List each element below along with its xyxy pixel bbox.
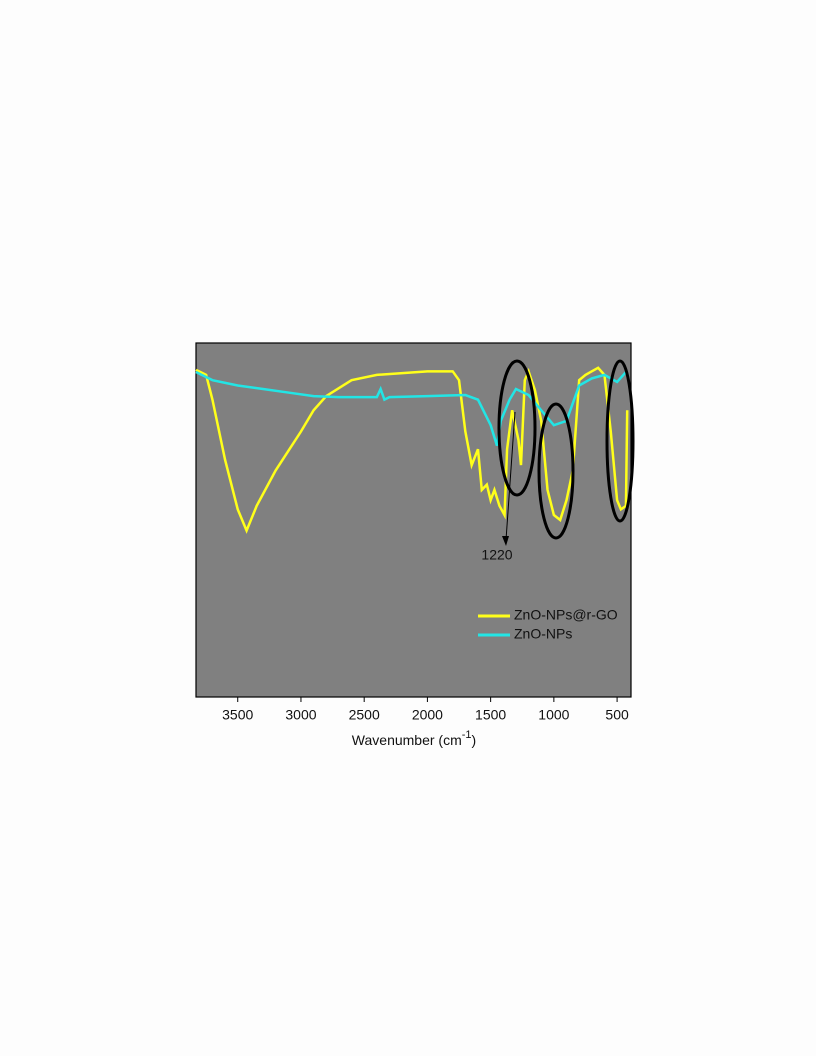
series-line <box>195 366 629 534</box>
x-axis-label-tail: ) <box>472 732 477 748</box>
highlight-ellipse <box>537 402 575 540</box>
x-axis-label-main: Wavenumber (cm <box>352 732 462 748</box>
x-tick-label: 3500 <box>222 707 253 723</box>
highlight-ellipses <box>497 359 635 540</box>
annotation-arrow <box>505 411 516 541</box>
highlight-ellipse <box>605 359 635 523</box>
highlight-ellipse <box>497 359 537 497</box>
x-tick-label: 3000 <box>285 707 316 723</box>
arrow-head <box>502 536 509 546</box>
x-tick-label: 1500 <box>475 707 506 723</box>
x-axis-label-sup: -1 <box>462 729 472 741</box>
legend-label: ZnO-NPs@r-GO <box>514 607 618 623</box>
legend-label: ZnO-NPs <box>514 626 572 642</box>
x-tick-label: 500 <box>605 707 629 723</box>
x-tick-label: 1000 <box>538 707 569 723</box>
x-tick-label: 2500 <box>349 707 380 723</box>
annotation: 1220 <box>481 547 512 563</box>
marks <box>195 366 629 534</box>
series-line <box>195 370 627 447</box>
x-tick-label: 2000 <box>412 707 443 723</box>
x-axis-label: Wavenumber (cm-1) <box>352 729 476 748</box>
